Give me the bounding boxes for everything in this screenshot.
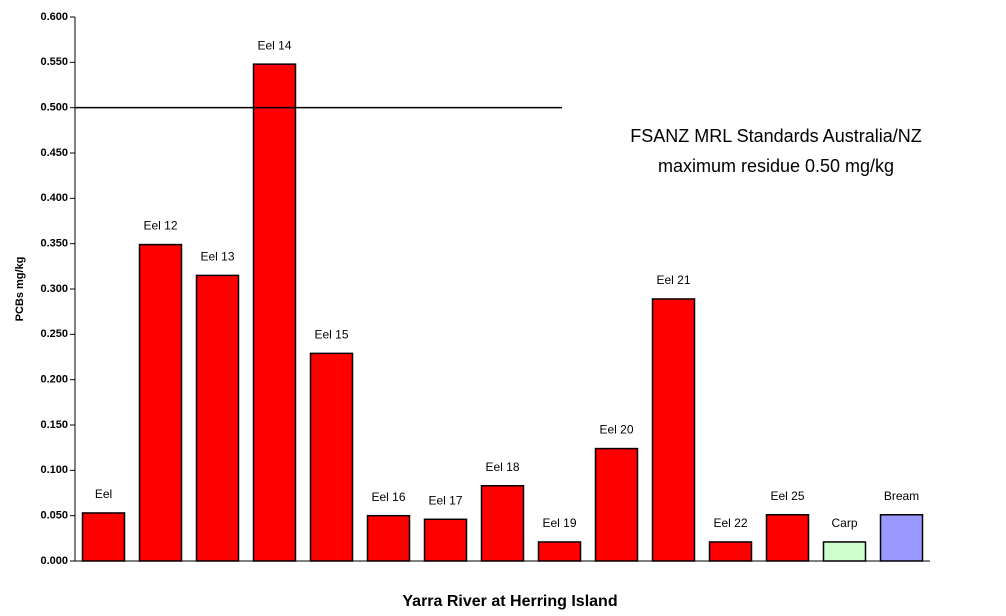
annotation: FSANZ MRL Standards Australia/NZ bbox=[630, 126, 921, 146]
y-tick-label: 0.550 bbox=[40, 56, 68, 68]
bar bbox=[765, 514, 810, 562]
bar bbox=[81, 512, 126, 562]
bar bbox=[594, 447, 639, 562]
data-label: Bream bbox=[884, 489, 919, 503]
data-label: Eel 14 bbox=[257, 38, 291, 52]
data-label: Eel bbox=[95, 487, 112, 501]
bar bbox=[708, 541, 753, 562]
data-label: Eel 22 bbox=[713, 516, 747, 530]
data-label: Eel 19 bbox=[542, 516, 576, 530]
data-label: Eel 15 bbox=[314, 328, 348, 342]
bar bbox=[195, 274, 240, 562]
y-tick-label: 0.400 bbox=[40, 192, 68, 204]
bar bbox=[366, 514, 411, 562]
y-tick-label: 0.600 bbox=[40, 11, 68, 23]
data-label: Eel 18 bbox=[485, 460, 519, 474]
data-label: Eel 12 bbox=[143, 219, 177, 233]
data-label: Eel 25 bbox=[770, 489, 804, 503]
x-axis-label: Yarra River at Herring Island bbox=[402, 593, 617, 610]
y-tick-label: 0.450 bbox=[40, 147, 68, 159]
y-tick-label: 0.250 bbox=[40, 328, 68, 340]
bar bbox=[537, 541, 582, 562]
bar bbox=[309, 352, 354, 562]
data-label: Carp bbox=[831, 516, 857, 530]
y-tick-label: 0.350 bbox=[40, 238, 68, 250]
bar bbox=[651, 298, 696, 562]
bar bbox=[822, 541, 867, 562]
bar bbox=[252, 63, 297, 562]
data-label: Eel 21 bbox=[656, 273, 690, 287]
bar bbox=[423, 518, 468, 562]
bar bbox=[138, 243, 183, 562]
bar bbox=[480, 484, 525, 562]
y-tick-label: 0.000 bbox=[40, 555, 68, 567]
y-tick-label: 0.150 bbox=[40, 419, 68, 431]
data-label: Eel 17 bbox=[428, 493, 462, 507]
y-axis-label: PCBs mg/kg bbox=[14, 257, 26, 322]
y-tick-label: 0.300 bbox=[40, 283, 68, 295]
y-tick-label: 0.500 bbox=[40, 102, 68, 114]
y-tick-label: 0.100 bbox=[40, 464, 68, 476]
y-tick-label: 0.200 bbox=[40, 374, 68, 386]
y-tick-label: 0.050 bbox=[40, 510, 68, 522]
annotation: maximum residue 0.50 mg/kg bbox=[658, 156, 894, 176]
data-label: Eel 20 bbox=[599, 423, 633, 437]
bar bbox=[879, 514, 924, 562]
data-label: Eel 16 bbox=[371, 490, 405, 504]
data-label: Eel 13 bbox=[200, 250, 234, 264]
